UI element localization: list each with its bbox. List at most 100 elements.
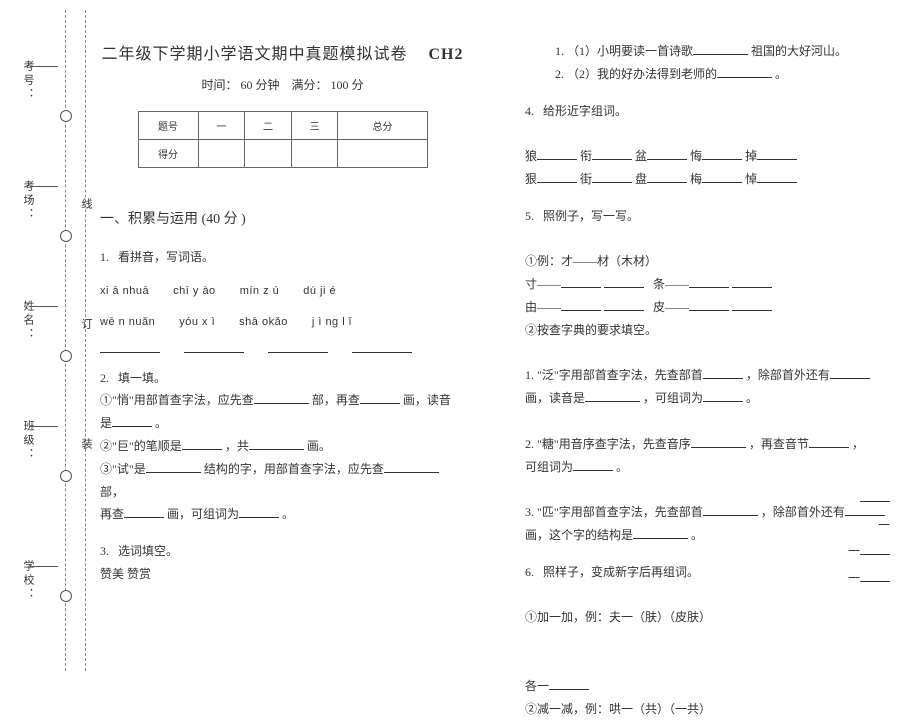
binding-underline [30,306,58,307]
answer-blank[interactable] [860,543,890,555]
text: ①加一加，例：夫一（肤）（皮肤） [525,610,711,624]
answer-blank[interactable] [647,148,687,160]
char: 衔 [580,149,592,163]
question-text: 看拼音，写词语。 [118,250,214,264]
text: 3. "匹"字用部首查字法，先查部首 [525,505,703,519]
answer-blank[interactable] [239,506,279,518]
answer-blank[interactable] [585,390,640,402]
binding-char: 装 [78,438,94,452]
char: 梅 [690,172,702,186]
text: 再查 [100,507,124,521]
answer-blank[interactable] [830,367,870,379]
full-value: 100 分 [331,78,364,92]
text: 结构的字，用部首查字法，应先查 [204,462,384,476]
question-text: 填一填。 [118,371,166,385]
text: 。 [775,67,787,81]
answer-blank[interactable] [360,392,400,404]
answer-blank[interactable] [592,148,632,160]
answer-blank[interactable] [604,299,644,311]
question-3: 3. 选词填空。 赞美 赞赏 [100,540,465,586]
binding-char: 订 [78,318,94,332]
answer-blank[interactable] [757,148,797,160]
text: 。 [282,507,294,521]
question-text: 给形近字组词。 [543,104,627,118]
pinyin: chī y ào [173,281,216,302]
pinyin: mín z ú [240,281,280,302]
answer-blank[interactable] [100,339,160,353]
subtitle: 时间： 60 分钟 满分： 100 分 [100,76,465,93]
answer-blank[interactable] [604,276,644,288]
binding-circle [60,590,72,602]
text: 画，这个字的结构是 [525,528,633,542]
answer-blank[interactable] [703,390,743,402]
answer-blank[interactable] [561,276,601,288]
answer-blank[interactable] [537,148,577,160]
answer-blank[interactable] [268,339,328,353]
answer-blank[interactable] [146,461,201,473]
pinyin-row: xi ā nhuā chī y ào mín z ú dú ji é [100,281,465,302]
answer-blank[interactable] [703,504,758,516]
answer-blank[interactable] [647,171,687,183]
answer-blank[interactable] [693,43,748,55]
text: 画，读音 [403,393,451,407]
answer-blank[interactable] [860,490,890,502]
answer-blank[interactable] [352,339,412,353]
answer-blank[interactable] [703,367,743,379]
question-3-items: 1. （1）小明要读一首诗歌 祖国的大好河山。 2. （2）我的好办法得到老师的… [525,40,890,86]
text: ，除部首外还有 [761,505,845,519]
text: 由—— [525,300,561,314]
answer-blank[interactable] [717,66,772,78]
answer-blank[interactable] [184,339,244,353]
question-text: 选词填空。 [118,544,178,558]
text: ②"巨"的笔顺是 [100,439,182,453]
table-cell: 题号 [138,112,198,140]
score-table: 题号 一 二 三 总分 得分 [138,111,428,168]
binding-circle [60,230,72,242]
pinyin: xi ā nhuā [100,281,149,302]
answer-blank[interactable] [702,171,742,183]
word-choices: 赞美 赞赏 [100,567,151,581]
binding-margin: 考号： 考场： 姓名： 班级： 学校： 线 订 装 [0,0,90,681]
text: 部， [100,485,124,499]
answer-blank[interactable] [809,436,849,448]
answer-blank[interactable] [633,527,688,539]
answer-blank[interactable] [732,276,772,288]
answer-blank[interactable] [689,276,729,288]
pinyin: shā okǎo [239,312,288,333]
question-5: 5. 照例子，写一写。 ①例：才——材（木材） 寸—— 条—— 由—— 皮—— … [525,205,890,547]
pinyin: dú ji é [303,281,336,302]
answer-blank[interactable] [860,570,890,582]
answer-blank[interactable] [702,148,742,160]
answer-blank[interactable] [549,678,589,690]
binding-line-2 [85,10,86,671]
binding-underline [30,186,58,187]
answer-blank[interactable] [112,415,152,427]
text: 皮—— [653,300,689,314]
right-column: 1. （1）小明要读一首诗歌 祖国的大好河山。 2. （2）我的好办法得到老师的… [525,40,890,651]
answer-blank[interactable] [182,438,222,450]
page-body: 二年级下学期小学语文期中真题模拟试卷 CH2 时间： 60 分钟 满分： 100… [100,40,890,651]
answer-blank[interactable] [537,171,577,183]
full-label: 满分： [292,78,328,92]
answer-blank[interactable] [592,171,632,183]
char: 街 [580,172,592,186]
pinyin: j ì ng l ǐ [312,312,352,333]
answer-blank[interactable] [249,438,304,450]
answer-blank[interactable] [757,171,797,183]
answer-blank[interactable] [561,299,601,311]
text: 2. （2）我的好办法得到老师的 [555,67,717,81]
text: 。 [616,460,628,474]
answer-blank[interactable] [254,392,309,404]
binding-circle [60,110,72,122]
answer-blank[interactable] [384,461,439,473]
table-cell: 三 [291,112,338,140]
answer-blank[interactable] [732,299,772,311]
text: 一 [848,571,860,585]
answer-blank[interactable] [691,436,746,448]
answer-blank[interactable] [689,299,729,311]
answer-blank[interactable] [573,459,613,471]
answer-blank[interactable] [124,506,164,518]
char: 狼 [525,149,537,163]
text: 一 [878,518,890,532]
text: ，可组词为 [643,391,703,405]
